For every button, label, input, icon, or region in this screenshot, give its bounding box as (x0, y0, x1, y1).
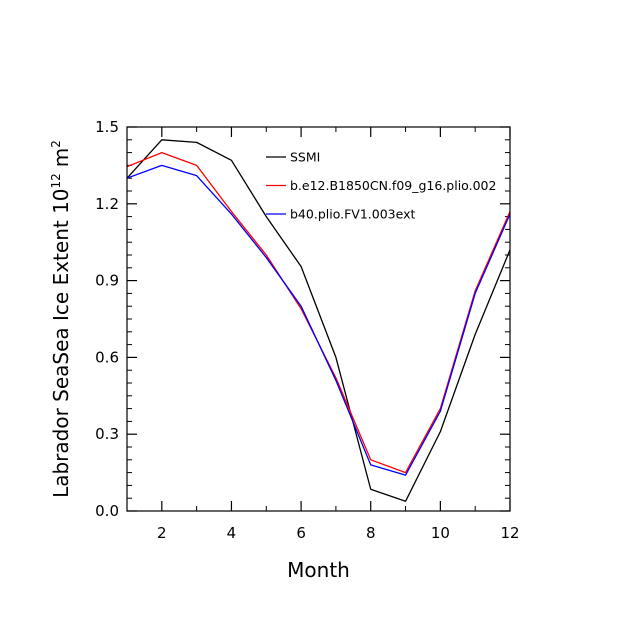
legend-label-1: SSMI (290, 150, 320, 165)
plot-frame (126, 126, 511, 512)
major-ticks (127, 126, 511, 512)
y-tick-label: 0.6 (95, 348, 119, 366)
series-lines (126, 139, 511, 502)
x-tick-label: 6 (296, 524, 306, 542)
x-tick-label: 4 (227, 524, 237, 542)
x-tick-label: 10 (431, 524, 450, 542)
y-tick-label: 0.3 (95, 425, 119, 443)
x-tick-labels: 2 4 6 8 10 12 (157, 524, 520, 542)
y-axis-title-unit: m (49, 148, 73, 167)
y-tick-label: 1.2 (95, 195, 119, 213)
y-tick-label: 0.0 (95, 502, 119, 520)
y-axis-title-unit-exponent: 2 (49, 140, 63, 148)
y-axis-title-main: Labrador SeaSea Ice Extent 10 (49, 188, 73, 497)
y-tick-labels: 0.0 0.3 0.6 0.9 1.2 1.5 (95, 118, 119, 520)
legend-label-2: b.e12.B1850CN.f09_g16.plio.002 (290, 178, 496, 193)
legend: SSMI b.e12.B1850CN.f09_g16.plio.002 b40.pl… (266, 150, 496, 222)
minor-ticks (126, 127, 510, 511)
y-axis-title-exponent: 12 (49, 173, 63, 188)
y-axis-title: Labrador SeaSea Ice Extent 1012 m2 (49, 140, 73, 498)
series-line-3 (126, 164, 511, 476)
x-tick-label: 12 (500, 524, 519, 542)
y-tick-label: 1.5 (95, 118, 119, 136)
y-tick-label: 0.9 (95, 272, 119, 290)
x-axis-title: Month (287, 558, 350, 582)
x-tick-label: 2 (157, 524, 167, 542)
x-tick-label: 8 (366, 524, 376, 542)
legend-label-3: b40.plio.FV1.003ext (290, 207, 415, 222)
series-line-1 (126, 139, 511, 502)
